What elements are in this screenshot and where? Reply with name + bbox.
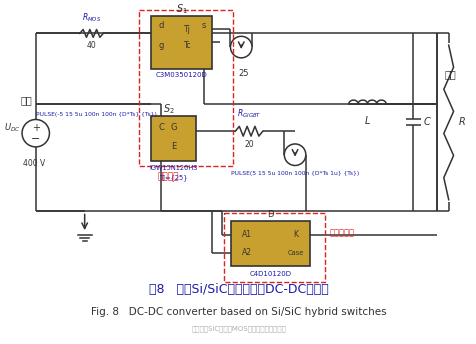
Bar xyxy=(151,116,196,161)
Text: s: s xyxy=(201,21,206,30)
Text: TJ={25}: TJ={25} xyxy=(159,174,188,181)
Text: −: − xyxy=(31,134,40,144)
Text: $R_{GIGBT}$: $R_{GIGBT}$ xyxy=(237,108,261,120)
Text: D: D xyxy=(267,210,273,219)
Bar xyxy=(139,10,233,166)
Circle shape xyxy=(22,119,50,147)
Text: 25: 25 xyxy=(238,68,248,78)
Text: A1: A1 xyxy=(242,230,252,239)
Text: g: g xyxy=(158,41,163,50)
Text: A2: A2 xyxy=(242,248,252,257)
Text: K: K xyxy=(293,230,298,239)
Bar xyxy=(231,221,309,266)
Text: IGW15N120H3: IGW15N120H3 xyxy=(149,165,198,171)
Text: $S_2$: $S_2$ xyxy=(163,102,174,116)
Text: Fig. 8   DC-DC converter based on Si/SiC hybrid switches: Fig. 8 DC-DC converter based on Si/SiC h… xyxy=(91,307,387,317)
Bar xyxy=(151,16,211,68)
Text: R: R xyxy=(457,117,464,127)
Bar xyxy=(223,213,325,282)
Text: 公众号：SiC碳化硅MOS管及功率模块的应用: 公众号：SiC碳化硅MOS管及功率模块的应用 xyxy=(191,326,286,332)
Text: 输出: 输出 xyxy=(444,69,456,79)
Text: Tc: Tc xyxy=(183,41,191,50)
Text: C: C xyxy=(158,123,164,132)
Text: E: E xyxy=(171,142,176,151)
Text: PULSE(5 15 5u 100n 100n {D*Ts 1u} {Ts}): PULSE(5 15 5u 100n 100n {D*Ts 1u} {Ts}) xyxy=(231,171,359,176)
Text: C4D10120D: C4D10120D xyxy=(249,271,291,277)
Text: 混合器件: 混合器件 xyxy=(157,172,178,181)
Text: Tj: Tj xyxy=(184,25,190,34)
Text: 输入: 输入 xyxy=(20,95,32,105)
Text: 图8   基于Si/SiC混合器件的DC-DC变换器: 图8 基于Si/SiC混合器件的DC-DC变换器 xyxy=(149,283,328,296)
Text: 400 V: 400 V xyxy=(23,159,45,168)
Text: L: L xyxy=(364,116,369,126)
Text: PULSE(-5 15 5u 100n 100n {D*Ts} {Ts}): PULSE(-5 15 5u 100n 100n {D*Ts} {Ts}) xyxy=(36,112,156,117)
Text: C3M0350120D: C3M0350120D xyxy=(155,73,207,78)
Text: 20: 20 xyxy=(244,140,253,149)
Text: G: G xyxy=(170,123,177,132)
Text: Case: Case xyxy=(287,250,304,256)
Text: $R_{MOS}$: $R_{MOS}$ xyxy=(82,11,101,24)
Text: C: C xyxy=(422,117,429,127)
Circle shape xyxy=(284,144,305,165)
Circle shape xyxy=(230,36,251,58)
Text: +: + xyxy=(32,123,40,133)
Text: $U_{DC}$: $U_{DC}$ xyxy=(4,121,20,133)
Text: 续流二极管: 续流二极管 xyxy=(328,228,354,237)
Text: $S_1$: $S_1$ xyxy=(175,2,187,16)
Text: d: d xyxy=(158,21,163,30)
Text: 40: 40 xyxy=(87,41,96,50)
